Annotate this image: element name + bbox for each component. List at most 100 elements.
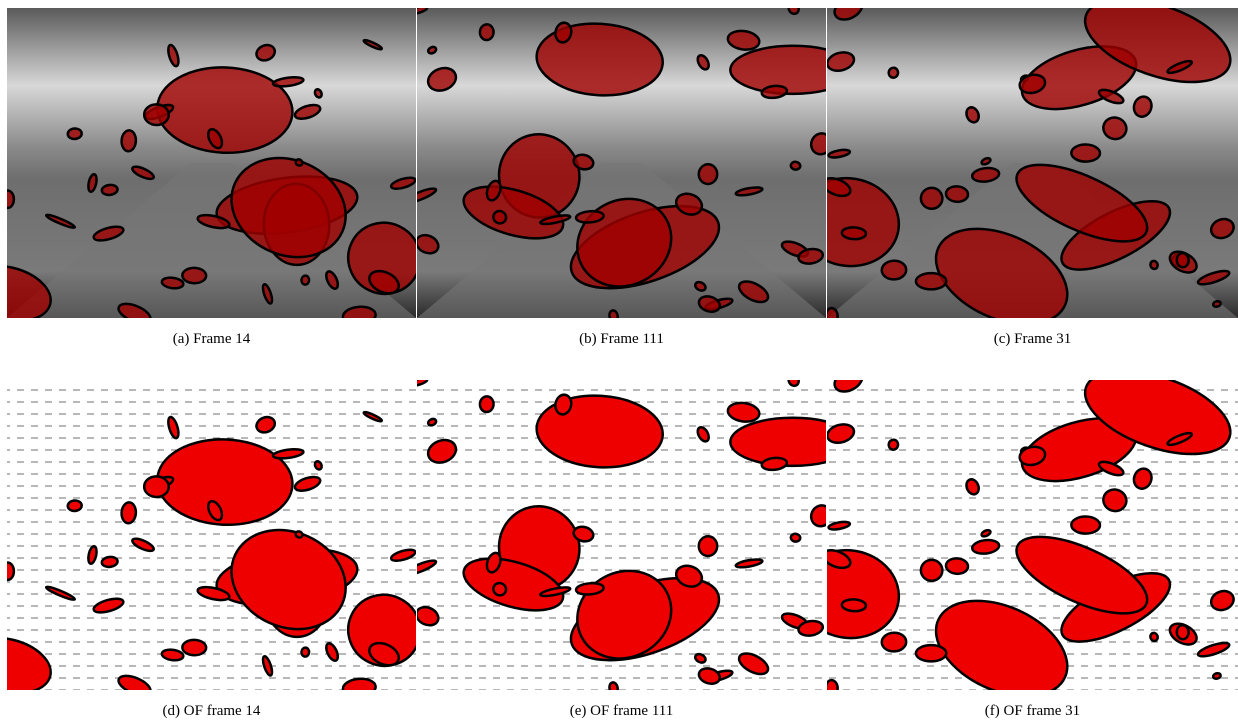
segment-blob (693, 280, 707, 292)
segment-blob (809, 504, 826, 528)
segment-blob (142, 475, 171, 499)
segment-blob (362, 410, 383, 423)
segment-blob (131, 165, 155, 181)
road-surface (7, 163, 416, 318)
segment-blob (760, 456, 789, 472)
panel-caption: (f) OF frame 31 (985, 703, 1080, 719)
segment-blob (809, 132, 826, 156)
segment-blob (100, 183, 119, 197)
segment-blob (1209, 217, 1235, 240)
segment-blob (417, 559, 438, 576)
segment-blob (535, 22, 664, 97)
segment-blob (207, 127, 224, 150)
segment-blob (1070, 143, 1102, 163)
segment-blob (117, 674, 152, 690)
segment-blob (1083, 380, 1232, 456)
segment-blob (341, 677, 377, 690)
segment-blob (207, 499, 224, 522)
segment-blob (608, 681, 619, 690)
segment-blob (827, 520, 852, 531)
segment-blob (300, 274, 311, 286)
segment-blob (167, 415, 180, 440)
segment-blob (7, 561, 16, 582)
segment-blob (100, 555, 119, 569)
panel-caption: (e) OF frame 111 (570, 703, 673, 719)
segment-blob (1018, 73, 1047, 95)
segment-blob (492, 209, 508, 225)
segment-blob (66, 499, 83, 513)
segment-blob (1166, 59, 1194, 75)
segment-blob (87, 544, 98, 565)
segment-blob (271, 447, 305, 460)
segment-blob (368, 269, 400, 295)
segment-blob (965, 106, 980, 124)
segment-blob (389, 548, 416, 563)
segment-blob (160, 648, 185, 662)
segment-blob (1015, 163, 1149, 243)
segment-blob (117, 302, 152, 318)
segment-blob (66, 127, 83, 141)
segment-blob (417, 233, 440, 255)
segment-blob (325, 270, 340, 290)
segment-blob (827, 51, 856, 72)
segment-blob (1149, 259, 1159, 271)
segment-blob (729, 416, 826, 468)
segment-blob (697, 667, 722, 685)
segment-blob (934, 599, 1069, 690)
segment-blob (919, 558, 944, 583)
segment-blob (196, 585, 231, 602)
segment-blob (697, 535, 719, 558)
segment-blob (92, 597, 125, 614)
panel-caption: (a) Frame 14 (173, 331, 251, 347)
segment-blob (787, 8, 800, 16)
segment-blob (737, 280, 770, 304)
segment-blob (539, 586, 572, 598)
segment-blob (1083, 8, 1232, 84)
segment-blob (535, 394, 664, 469)
segment-blob (196, 213, 231, 230)
image-panel (827, 380, 1238, 690)
segment-blob (697, 295, 722, 313)
segment-blob (44, 213, 77, 229)
segment-blob (492, 581, 508, 597)
segment-blob (693, 652, 707, 664)
segment-blob (294, 158, 304, 167)
segment-blob (797, 247, 825, 265)
segment-blob (840, 598, 868, 613)
segment-blob (1097, 460, 1125, 477)
segment-blob (572, 153, 595, 171)
segment-blob (697, 163, 719, 186)
segment-blob (734, 186, 764, 197)
segment-blob (554, 21, 573, 44)
segment-blob (674, 192, 704, 216)
segment-blob (1196, 641, 1231, 658)
segment-blob (1102, 116, 1128, 141)
segment-blob (313, 88, 323, 99)
segment-blob (1166, 431, 1194, 447)
segment-blob (833, 380, 864, 393)
segment-blob (181, 266, 208, 285)
segment-blob (970, 166, 1001, 183)
segment-blob (426, 45, 438, 55)
segment-blob (827, 678, 839, 690)
segment-blob (1211, 671, 1222, 681)
segment-blob (347, 221, 416, 296)
segment-blob (7, 636, 52, 690)
segment-blob (980, 528, 992, 538)
segment-blob (934, 227, 1069, 318)
segment-blob (539, 214, 572, 226)
segment-blob (696, 426, 710, 443)
segment-blob (271, 75, 305, 88)
segment-blob (887, 438, 900, 451)
segment-blob (608, 309, 619, 318)
segment-blob (887, 66, 900, 79)
segment-blob (230, 528, 347, 631)
segment-blob (919, 186, 944, 211)
segment-blob (1132, 467, 1153, 490)
segment-blob (255, 415, 277, 434)
segment-blob (827, 548, 852, 570)
segment-blob (840, 226, 868, 241)
segment-blob (426, 417, 438, 427)
segment-blob (261, 654, 274, 677)
